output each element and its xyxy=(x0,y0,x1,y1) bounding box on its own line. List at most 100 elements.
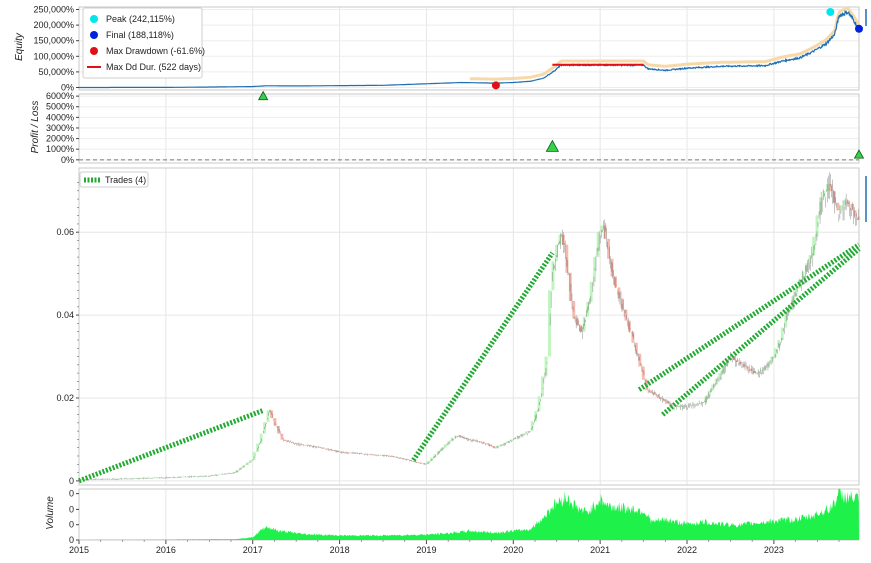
trades-legend[interactable]: Trades (4) xyxy=(79,171,149,188)
ohlc-candle-body xyxy=(235,470,239,473)
ohlc-candle-body xyxy=(155,477,159,479)
ohlc-candle-body xyxy=(666,401,670,404)
ohlc-candle-body xyxy=(301,444,305,445)
ohlc-candle-body xyxy=(746,366,749,369)
ohlc-candle-body xyxy=(353,452,357,454)
max-dd-duration-legend-label: Max Dd Dur. (522 days) xyxy=(106,62,201,72)
max-drawdown-legend-label: Max Drawdown (-61.6%) xyxy=(106,46,205,56)
ohlc-candle-body xyxy=(416,461,419,463)
ohlc-candle-body xyxy=(784,313,788,328)
ohlc-candle-body xyxy=(544,356,548,377)
ohlc-candle-body xyxy=(485,443,489,445)
ohlc-candle-body xyxy=(766,361,770,367)
ohlc-candle-body xyxy=(360,453,364,455)
ohlc-candle-body xyxy=(447,441,451,445)
trades-legend-frame xyxy=(79,171,149,188)
ohlc-candle-body xyxy=(509,439,513,442)
ohlc-candle-body xyxy=(124,478,128,480)
ohlc-candle-body xyxy=(422,463,426,465)
ohlc-candle-body xyxy=(318,447,322,448)
ohlc-candle-body xyxy=(343,452,346,453)
ohlc-candle-body xyxy=(773,348,777,357)
equity-line xyxy=(79,10,860,89)
volume-axis-title: Volume xyxy=(45,496,56,530)
ohlc-candle-body xyxy=(603,225,607,239)
profit-loss-y-label: 1000% xyxy=(46,144,74,154)
equity-y-label: 100,000% xyxy=(33,51,74,61)
ohlc-candle-body xyxy=(554,244,558,262)
ohlc-candle-body xyxy=(607,238,610,259)
ohlc-candle-body xyxy=(238,467,242,471)
ohlc-candle-body xyxy=(193,476,197,477)
peak-legend-label: Peak (242,115%) xyxy=(106,14,175,24)
ohlc-candle-body xyxy=(815,215,819,237)
ohlc-candle-body xyxy=(287,440,291,442)
ohlc-candle-body xyxy=(381,455,385,456)
profit-loss-y-label: 5000% xyxy=(46,102,74,112)
ohlc-candle-body xyxy=(787,304,791,314)
ohlc-candle-body xyxy=(589,281,593,302)
ohlc-candle-body xyxy=(162,477,166,479)
peak-legend-marker xyxy=(90,15,98,23)
ohlc-candle-body xyxy=(350,452,353,454)
ohlc-candle-body xyxy=(426,460,430,465)
ohlc-candle-body xyxy=(548,290,551,357)
ohlc-candle-body xyxy=(614,276,617,288)
trades-legend-label: Trades (4) xyxy=(105,175,146,185)
ohlc-candle-body xyxy=(812,236,815,256)
trade-line-4 xyxy=(661,246,861,417)
ohlc-candle-body xyxy=(329,449,333,451)
volume-area xyxy=(79,488,859,540)
x-tick-label: 2021 xyxy=(590,545,610,555)
ohlc-candle-body xyxy=(270,410,273,419)
ohlc-candle-body xyxy=(363,453,367,455)
ohlc-candle-body xyxy=(641,366,645,380)
ohlc-candle-body xyxy=(207,475,211,477)
volume-y-label: 0 xyxy=(69,504,74,514)
ohlc-candle-body xyxy=(245,462,249,466)
ohlc-candle-body xyxy=(499,444,503,447)
ohlc-candle-body xyxy=(631,331,635,343)
ohlc-candle-body xyxy=(436,451,440,455)
ohlc-candle-body xyxy=(561,234,565,245)
ohlc-y-label: 0 xyxy=(69,476,74,486)
ohlc-candle-body xyxy=(259,433,263,444)
ohlc-candle-body xyxy=(759,369,763,372)
ohlc-candle-body xyxy=(822,190,826,198)
ohlc-candle-body xyxy=(551,261,555,291)
ohlc-candle-body xyxy=(697,402,701,404)
x-tick-label: 2015 xyxy=(69,545,89,555)
trade-line-2 xyxy=(411,251,555,462)
ohlc-candle-body xyxy=(443,444,447,448)
x-tick-label: 2017 xyxy=(243,545,263,555)
equity-legend[interactable]: Peak (242,115%) Final (188,118%) Max Dra… xyxy=(82,7,205,79)
ohlc-candle-body xyxy=(249,460,253,463)
ohlc-candle-body xyxy=(120,478,124,480)
ohlc-candle-body xyxy=(172,477,176,478)
ohlc-candle-body xyxy=(433,454,437,458)
ohlc-candle-body xyxy=(839,205,843,211)
ohlc-y-label: 0.04 xyxy=(56,310,74,320)
ohlc-candle-body xyxy=(332,450,336,452)
ohlc-candle-body xyxy=(183,476,187,478)
axes-layer: 0% 50,000% 100,000% 150,000% 200,000% 250,000… xyxy=(33,4,840,555)
ohlc-candle-body xyxy=(537,396,541,412)
panel-frame-pl xyxy=(78,93,860,164)
ohlc-candle-body xyxy=(704,396,708,403)
ohlc-candle-body xyxy=(558,234,562,245)
ohlc-candle-body xyxy=(610,258,614,277)
volume-y-label: 0 xyxy=(69,489,74,499)
ohlc-candle-body xyxy=(506,441,510,443)
ohlc-candle-body xyxy=(523,432,527,435)
ohlc-candle-body xyxy=(687,405,690,407)
ohlc-candle-body xyxy=(151,477,155,479)
x-tick-label: 2020 xyxy=(503,545,523,555)
profit-loss-axis-title: Profit / Loss xyxy=(30,101,41,154)
ohlc-candle-body xyxy=(652,392,656,395)
ohlc-candle-body xyxy=(131,478,134,480)
ohlc-candle-body xyxy=(308,445,312,447)
ohlc-candle-body xyxy=(777,339,781,349)
ohlc-candle-body xyxy=(846,200,850,204)
ohlc-candle-body xyxy=(662,399,666,402)
x-tick-label: 2022 xyxy=(677,545,697,555)
